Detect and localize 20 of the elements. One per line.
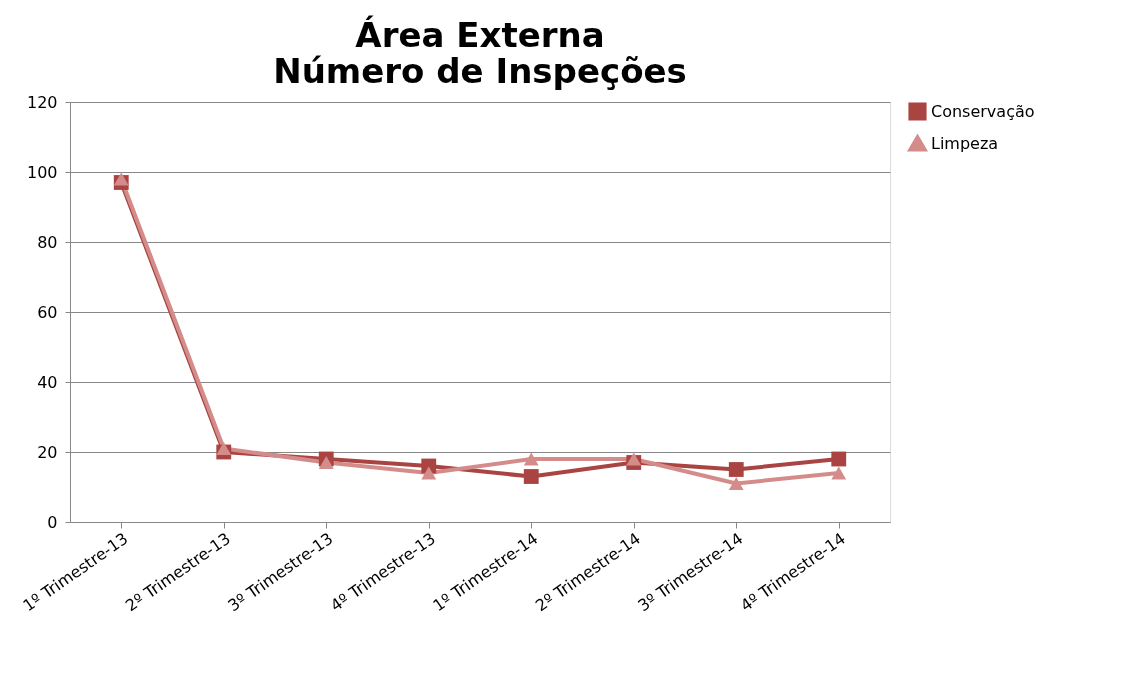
y-tick-label: 120	[26, 92, 58, 112]
point	[523, 469, 539, 484]
point	[216, 442, 232, 455]
legend-label: Limpeza	[931, 133, 999, 153]
y-tick-label: 100	[26, 162, 58, 182]
point	[831, 466, 847, 480]
legend-label: Conservação	[931, 101, 1035, 121]
point	[728, 462, 744, 477]
y-tick-label: 0	[47, 512, 58, 532]
point	[318, 456, 334, 469]
point	[831, 451, 847, 467]
point	[421, 466, 437, 480]
y-tick-label: 80	[37, 232, 58, 252]
point	[113, 172, 129, 186]
y-tick-label: 60	[37, 302, 58, 322]
y-tick-label: 20	[37, 442, 58, 462]
y-tick-label: 40	[37, 372, 58, 392]
point	[523, 452, 539, 466]
point	[626, 452, 642, 466]
point	[728, 477, 744, 490]
